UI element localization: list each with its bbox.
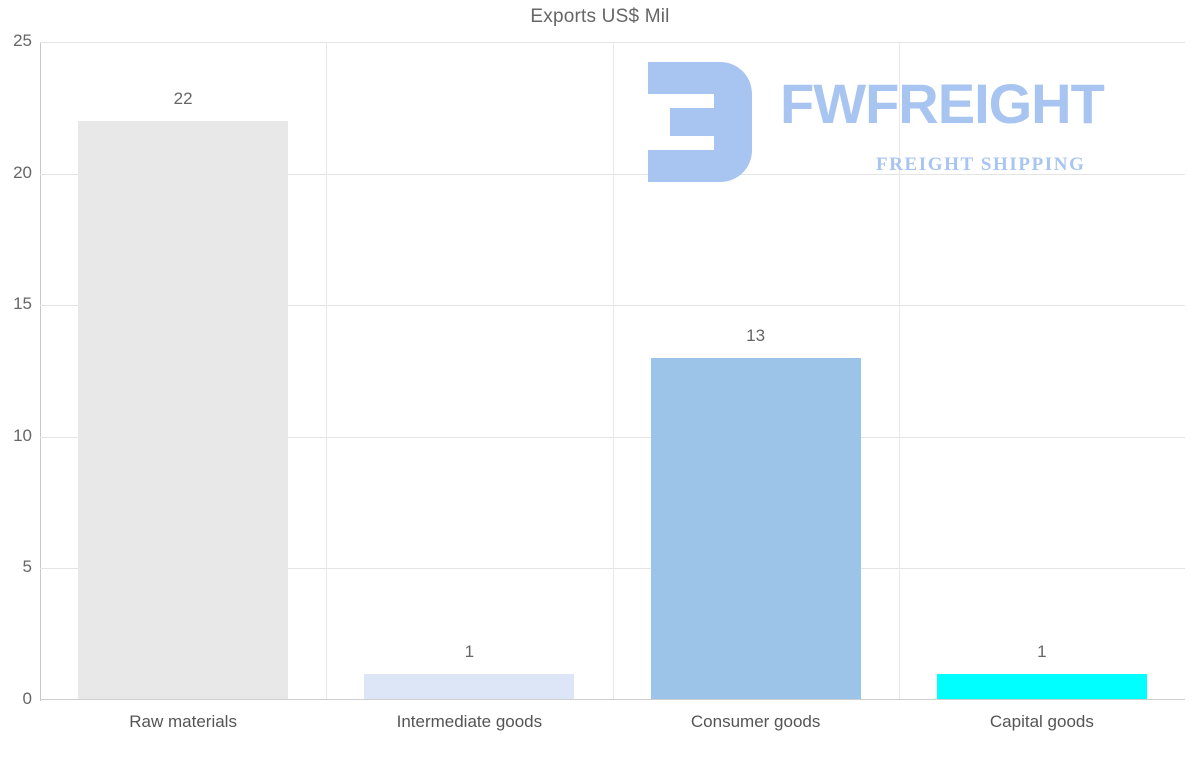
gridline-horizontal bbox=[40, 305, 1185, 307]
x-axis-line bbox=[40, 699, 1185, 700]
gridline-horizontal bbox=[40, 173, 1185, 175]
bar-value-label: 13 bbox=[746, 325, 766, 345]
y-axis-tick-label: 20 bbox=[13, 162, 32, 182]
y-axis-tick-label: 10 bbox=[13, 425, 32, 445]
gridline-vertical bbox=[326, 42, 327, 700]
y-axis-tick-label: 15 bbox=[13, 294, 32, 314]
x-axis-tick-label: Raw materials bbox=[129, 712, 237, 731]
gridline-vertical bbox=[613, 42, 614, 700]
bar-value-label: 1 bbox=[1037, 641, 1047, 661]
x-axis-tick-label: Consumer goods bbox=[690, 712, 821, 731]
y-axis-tick-label: 25 bbox=[13, 31, 32, 50]
gridline-horizontal bbox=[40, 436, 1185, 438]
gridline-vertical bbox=[899, 42, 900, 700]
bar-value-label: 22 bbox=[173, 88, 193, 108]
x-axis-tick-label: Intermediate goods bbox=[396, 712, 543, 731]
bar[interactable] bbox=[650, 357, 861, 700]
gridline-horizontal bbox=[40, 42, 1185, 43]
bar-value-label: 1 bbox=[464, 641, 475, 661]
chart-title: Exports US$ Mil bbox=[530, 6, 670, 27]
gridline-horizontal bbox=[40, 568, 1185, 570]
y-axis-line bbox=[40, 42, 41, 701]
plot-area: 22 1 13 1 bbox=[40, 42, 1185, 700]
bar[interactable] bbox=[364, 673, 575, 700]
y-axis-tick-label: 0 bbox=[22, 689, 32, 708]
bar[interactable] bbox=[936, 673, 1147, 700]
x-axis-tick-label: Capital goods bbox=[989, 712, 1094, 731]
y-axis-tick-label: 5 bbox=[22, 557, 32, 577]
bar[interactable] bbox=[78, 120, 289, 700]
